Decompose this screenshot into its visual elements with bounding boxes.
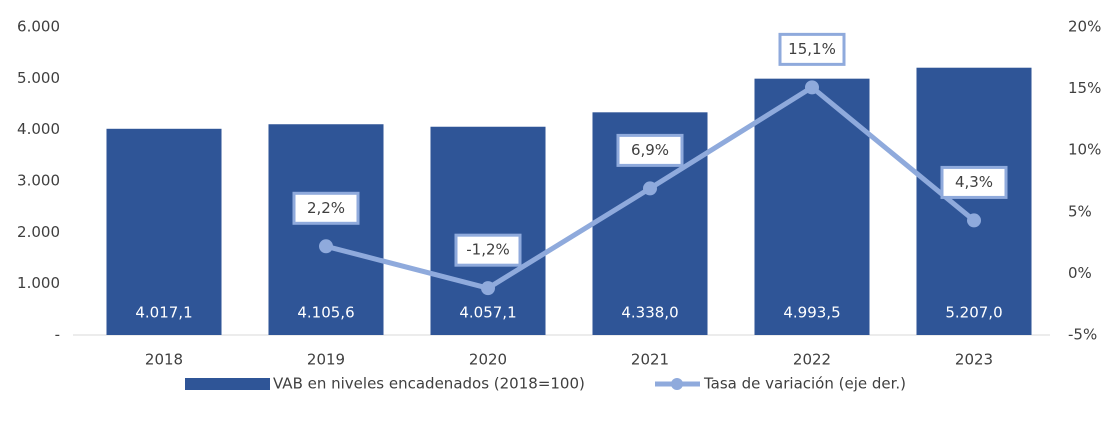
bar bbox=[916, 67, 1032, 335]
x-tick-label: 2019 bbox=[307, 351, 345, 369]
bar-value-label: 5.207,0 bbox=[945, 304, 1002, 322]
value-label-box bbox=[778, 32, 846, 66]
y2-tick-label: -5% bbox=[1068, 326, 1097, 344]
bar bbox=[754, 78, 870, 336]
y2-tick-label: 15% bbox=[1068, 79, 1101, 97]
bar-value-label: 4.993,5 bbox=[783, 304, 840, 322]
y-tick-label: 2.000 bbox=[17, 223, 60, 241]
line-point bbox=[643, 181, 657, 196]
y-tick-label: 1.000 bbox=[17, 274, 60, 292]
bar bbox=[268, 124, 384, 335]
bar bbox=[106, 128, 222, 335]
line-point bbox=[481, 281, 495, 296]
value-label-box bbox=[616, 133, 684, 167]
legend-label: VAB en niveles encadenados (2018=100) bbox=[273, 375, 585, 393]
bar-value-label: 4.017,1 bbox=[135, 304, 192, 322]
line-value-label: 6,9% bbox=[631, 141, 669, 159]
x-tick-label: 2023 bbox=[955, 351, 993, 369]
line-value-label: 2,2% bbox=[307, 199, 345, 217]
x-tick-label: 2022 bbox=[793, 351, 831, 369]
bar-value-label: 4.105,6 bbox=[297, 304, 354, 322]
line-point bbox=[967, 213, 981, 228]
y2-tick-label: 20% bbox=[1068, 18, 1101, 36]
y-tick-label: 3.000 bbox=[17, 172, 60, 190]
y-tick-label: 4.000 bbox=[17, 120, 60, 138]
bar-value-label: 4.057,1 bbox=[459, 304, 516, 322]
x-tick-label: 2018 bbox=[145, 351, 183, 369]
y2-tick-label: 10% bbox=[1068, 141, 1101, 159]
value-label-box bbox=[940, 165, 1008, 199]
bar bbox=[430, 126, 546, 335]
x-tick-label: 2021 bbox=[631, 351, 669, 369]
legend-marker bbox=[671, 378, 683, 390]
legend-swatch bbox=[185, 378, 270, 390]
bar-value-label: 4.338,0 bbox=[621, 304, 678, 322]
y-tick-label: 6.000 bbox=[17, 18, 60, 36]
line-value-label: 15,1% bbox=[788, 40, 836, 58]
line-point bbox=[319, 239, 333, 254]
x-tick-label: 2020 bbox=[469, 351, 507, 369]
y2-tick-label: 0% bbox=[1068, 264, 1092, 282]
value-label-box bbox=[454, 233, 522, 267]
y2-tick-label: 5% bbox=[1068, 202, 1092, 220]
value-label-box bbox=[292, 191, 360, 225]
y-tick-label: - bbox=[55, 326, 60, 344]
y-tick-label: 5.000 bbox=[17, 69, 60, 87]
legend-label: Tasa de variación (eje der.) bbox=[703, 375, 906, 393]
line-point bbox=[805, 80, 819, 95]
line-value-label: -1,2% bbox=[466, 241, 510, 259]
line-value-label: 4,3% bbox=[955, 173, 993, 191]
